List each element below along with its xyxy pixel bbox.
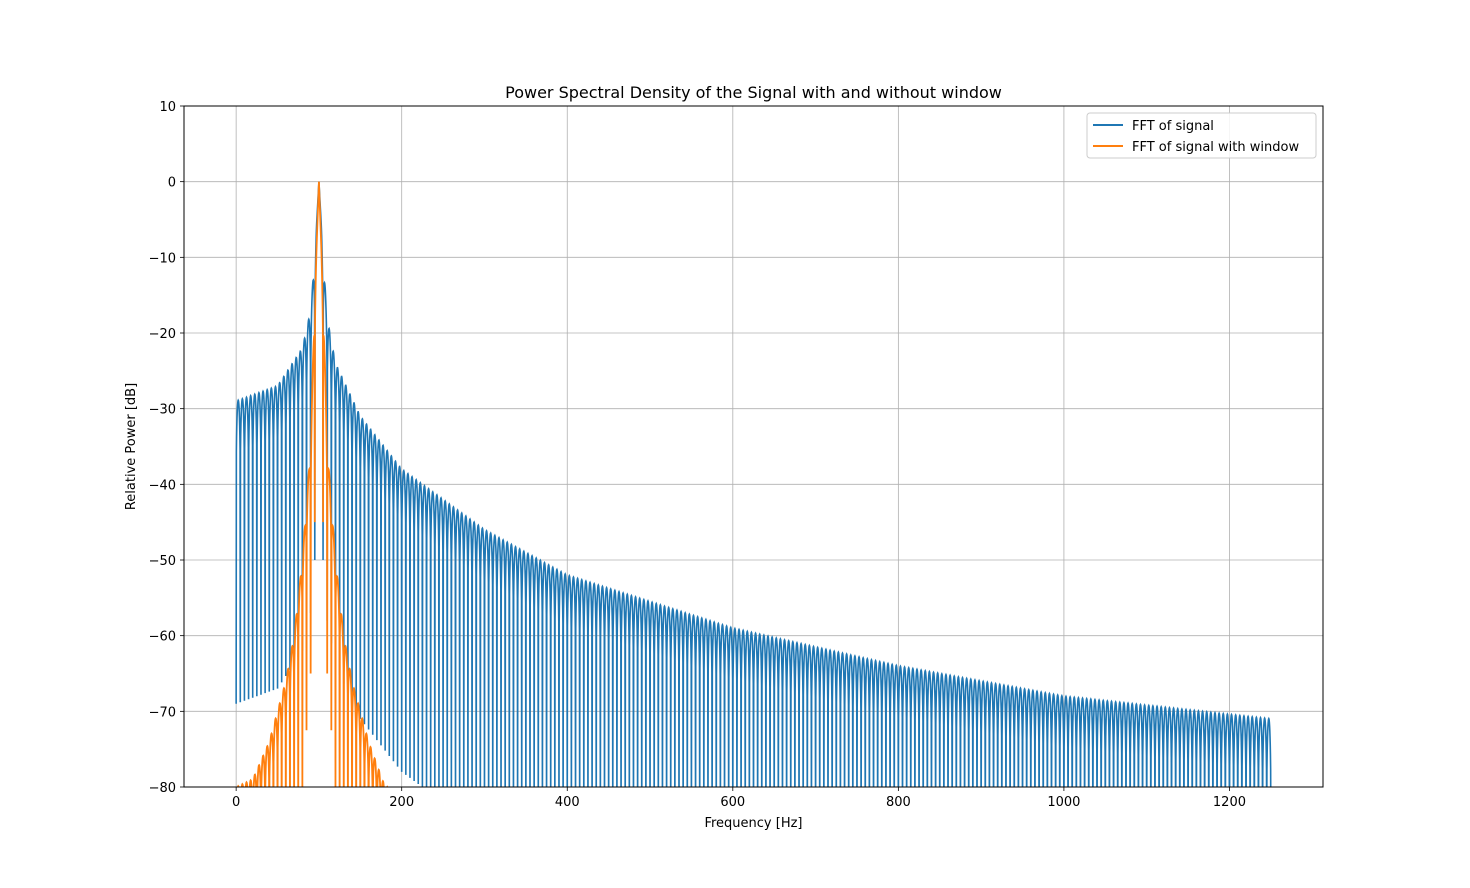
axis-ticks: 0 200 400 600 800 1000 1200 10 0 −10 −20 −30 −40 −50 −… bbox=[149, 100, 1246, 810]
x-tick-label: 800 bbox=[886, 795, 911, 810]
plot-frame bbox=[183, 105, 1324, 788]
legend-box bbox=[1086, 112, 1317, 159]
y-tick-label: −40 bbox=[149, 478, 176, 493]
x-axis-label: Frequency [Hz] bbox=[704, 816, 802, 831]
x-tick-label: 1000 bbox=[1047, 795, 1080, 810]
chart-title: Power Spectral Density of the Signal wit… bbox=[505, 83, 1002, 102]
y-tick-label: −10 bbox=[149, 251, 176, 266]
y-tick-label: −70 bbox=[149, 705, 176, 720]
y-tick-label: −50 bbox=[149, 554, 176, 569]
y-tick-label: −80 bbox=[149, 781, 176, 796]
legend: FFT of signal FFT of signal with window bbox=[1086, 112, 1317, 159]
legend-label-fft-signal: FFT of signal bbox=[1132, 119, 1214, 134]
y-axis-label: Relative Power [dB] bbox=[124, 383, 139, 510]
x-tick-label: 1200 bbox=[1213, 795, 1246, 810]
series-group bbox=[235, 181, 1272, 787]
series-line-fft-signal bbox=[235, 181, 1272, 787]
x-tick-label: 200 bbox=[389, 795, 414, 810]
x-tick-label: 600 bbox=[720, 795, 745, 810]
legend-label-fft-window: FFT of signal with window bbox=[1132, 140, 1299, 155]
y-tick-label: 10 bbox=[159, 100, 176, 115]
y-tick-label: −60 bbox=[149, 630, 176, 645]
y-tick-label: −30 bbox=[149, 403, 176, 418]
y-tick-label: −20 bbox=[149, 327, 176, 342]
x-tick-label: 400 bbox=[555, 795, 580, 810]
series-line-fft-window bbox=[236, 181, 389, 787]
y-tick-label: 0 bbox=[168, 176, 176, 191]
x-tick-label: 0 bbox=[232, 795, 240, 810]
